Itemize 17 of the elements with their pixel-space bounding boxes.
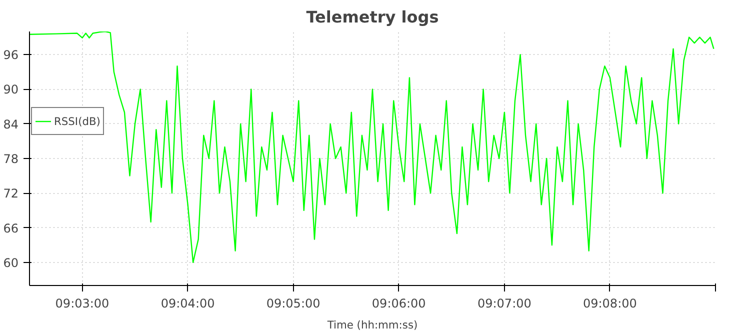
line-series	[30, 32, 714, 264]
y-tick-label: 66	[3, 221, 19, 236]
x-tick-label: 09:04:00	[160, 296, 215, 310]
x-tick-label: 09:06:00	[372, 296, 426, 310]
y-tick-label: 60	[3, 256, 19, 270]
x-tick-label: 09:03:00	[55, 296, 110, 310]
y-tick-label: 72	[3, 186, 19, 201]
y-tick-label: 84	[3, 117, 19, 132]
x-tick-label: 09:08:00	[582, 296, 637, 310]
y-tick-label: 90	[3, 82, 19, 97]
y-tick-label: 96	[3, 48, 19, 62]
legend-label: RSSI(dB)	[54, 114, 100, 128]
x-axis-title: Time (hh:mm:ss)	[326, 318, 418, 332]
y-tick-label: 78	[3, 152, 19, 166]
x-tick-label: 09:07:00	[477, 296, 532, 310]
x-tick-label: 09:05:00	[266, 296, 320, 310]
chart-title: Telemetry logs	[306, 8, 439, 26]
